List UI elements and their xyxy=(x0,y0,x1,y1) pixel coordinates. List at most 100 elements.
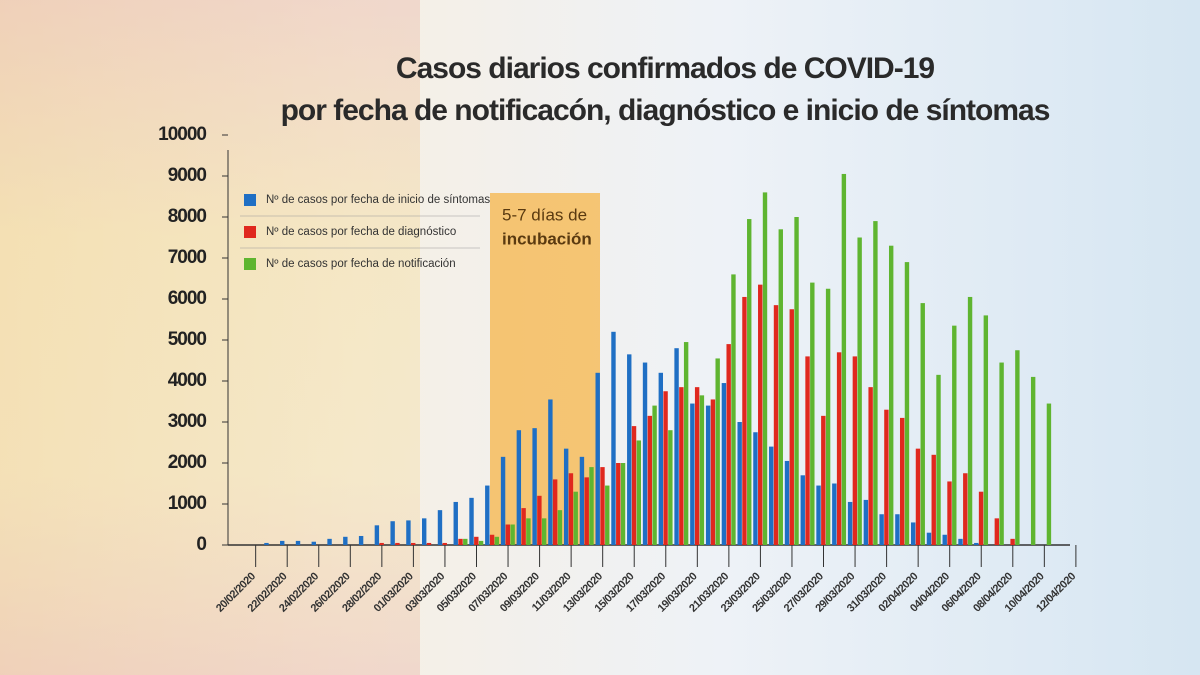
bar xyxy=(579,456,585,545)
bar xyxy=(920,303,925,545)
bar xyxy=(710,399,716,545)
y-tick-label: 8000 xyxy=(168,206,207,227)
bar xyxy=(453,501,458,545)
legend-swatch xyxy=(244,226,256,238)
bar xyxy=(516,430,522,545)
bar xyxy=(631,426,637,545)
bar xyxy=(963,473,968,545)
bar xyxy=(742,296,747,545)
y-tick-label: 4000 xyxy=(168,370,207,391)
bar xyxy=(983,315,989,545)
bar xyxy=(395,542,400,545)
bar xyxy=(411,542,416,545)
bar xyxy=(936,374,941,545)
bar xyxy=(616,463,621,545)
y-tick-label: 6000 xyxy=(168,288,207,309)
bar xyxy=(589,467,594,545)
bar xyxy=(494,536,500,545)
y-tick-label: 2000 xyxy=(168,452,207,473)
bar xyxy=(679,387,684,545)
bar xyxy=(683,342,689,545)
bar xyxy=(636,440,642,545)
bar xyxy=(994,518,1000,545)
bar xyxy=(379,542,384,545)
bar xyxy=(469,497,474,545)
bar xyxy=(343,536,348,545)
annotation: 5-7 días de xyxy=(502,205,587,224)
bar xyxy=(747,219,752,546)
annotation: incubación xyxy=(502,229,592,248)
bar xyxy=(721,383,727,545)
chart-title: Casos diarios confirmados de COVID-19 xyxy=(396,52,934,85)
bar xyxy=(568,473,574,545)
bar xyxy=(442,542,447,545)
bar xyxy=(863,499,869,545)
bar xyxy=(652,405,657,545)
bar xyxy=(280,540,285,545)
bar xyxy=(753,432,758,545)
bar xyxy=(485,485,490,545)
y-tick-label: 5000 xyxy=(168,329,207,350)
bar xyxy=(390,521,395,545)
bar xyxy=(474,536,479,545)
legend-label: Nº de casos por fecha de inicio de sínto… xyxy=(266,194,490,206)
bar xyxy=(532,428,537,545)
bar xyxy=(825,288,831,545)
legend-swatch xyxy=(244,258,256,270)
bar xyxy=(773,305,779,545)
bar xyxy=(548,399,553,545)
bar xyxy=(627,354,632,545)
bar xyxy=(805,356,810,545)
y-tick-label: 9000 xyxy=(168,165,207,186)
bar xyxy=(816,485,821,545)
bar xyxy=(1015,350,1020,545)
bar xyxy=(967,296,973,545)
bar xyxy=(505,524,511,545)
bar xyxy=(611,331,616,545)
bar xyxy=(552,479,558,545)
bar xyxy=(584,477,589,545)
bar xyxy=(537,495,542,545)
bar xyxy=(426,542,432,545)
bar xyxy=(541,518,547,545)
bar xyxy=(832,483,837,545)
bar xyxy=(705,405,711,545)
legend-label: Nº de casos por fecha de diagnóstico xyxy=(266,226,456,238)
bar xyxy=(899,417,905,545)
bar xyxy=(526,518,531,545)
bar xyxy=(758,284,763,545)
bar xyxy=(663,391,668,545)
bar xyxy=(694,387,700,545)
bar xyxy=(500,456,506,545)
bar xyxy=(784,460,790,545)
bar xyxy=(857,237,862,545)
bar xyxy=(406,520,411,545)
bar xyxy=(647,415,653,545)
bar xyxy=(595,372,600,545)
bar xyxy=(699,395,705,545)
bar xyxy=(731,274,736,545)
bar xyxy=(974,542,979,545)
bar xyxy=(915,448,921,545)
bar xyxy=(769,446,774,545)
y-tick-label: 7000 xyxy=(168,247,207,268)
y-tick-label: 0 xyxy=(196,534,206,555)
bar xyxy=(888,245,894,545)
bar xyxy=(868,387,873,545)
bar xyxy=(264,542,269,545)
bar xyxy=(521,508,526,545)
bar xyxy=(836,352,842,545)
bar xyxy=(463,538,468,545)
bar xyxy=(327,538,332,545)
bar xyxy=(726,344,731,545)
bar xyxy=(422,518,427,545)
legend-label: Nº de casos por fecha de notificación xyxy=(266,258,456,270)
bar xyxy=(358,535,364,545)
bar xyxy=(642,362,648,545)
bar xyxy=(910,522,916,545)
bar xyxy=(947,481,952,545)
bar xyxy=(715,358,720,545)
bar xyxy=(762,192,768,545)
